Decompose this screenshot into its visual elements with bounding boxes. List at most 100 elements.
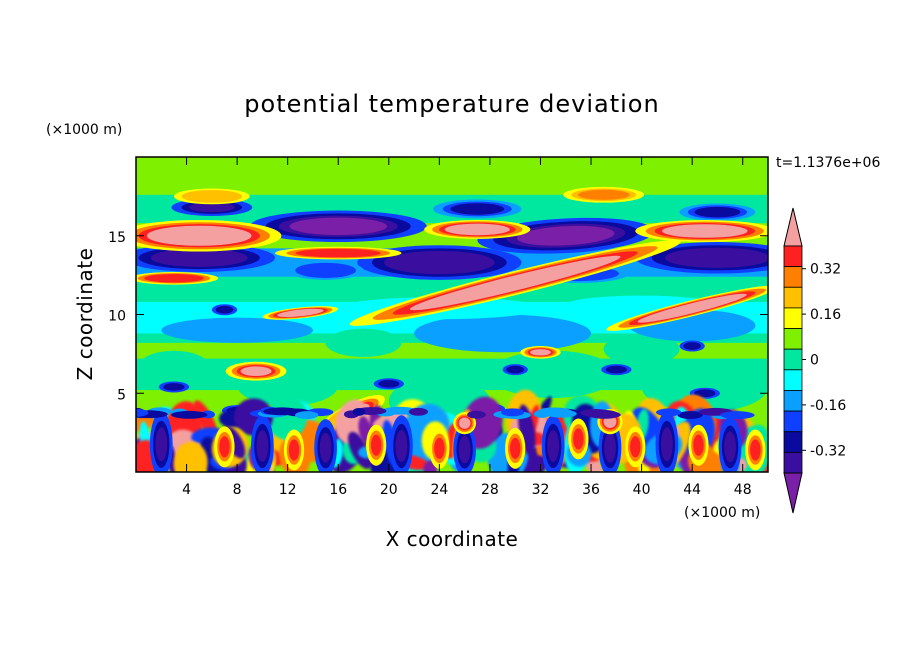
field-patch xyxy=(144,274,204,283)
colorbar-bottom-arrow xyxy=(783,472,803,514)
field-patch xyxy=(171,410,208,419)
field-patch xyxy=(414,314,592,353)
field-patch xyxy=(693,434,704,456)
field-patch xyxy=(189,202,235,213)
field-patch xyxy=(395,430,408,462)
field-patch xyxy=(517,225,615,246)
colorbar-swatch xyxy=(783,451,803,474)
field-patch xyxy=(683,342,702,350)
field-patch xyxy=(750,439,761,461)
field-patch xyxy=(641,361,768,413)
field-patch xyxy=(179,445,196,472)
field-patch xyxy=(181,190,243,203)
field-band xyxy=(136,157,768,195)
field-layers xyxy=(136,157,768,472)
field-patch xyxy=(146,225,252,246)
field-patch xyxy=(240,366,272,377)
field-patch xyxy=(603,333,680,365)
field-patch xyxy=(547,430,560,462)
field-patch xyxy=(295,248,381,258)
colorbar-swatch xyxy=(783,286,803,309)
field-patch xyxy=(656,408,682,417)
field-patch xyxy=(434,437,445,459)
field-patch xyxy=(215,305,234,314)
field-patch xyxy=(409,255,621,311)
y-axis-label: Z coordinate xyxy=(73,248,97,381)
colorbar-swatch xyxy=(783,307,803,329)
field-patch xyxy=(694,206,741,218)
colorbar-label: -0.16 xyxy=(810,398,846,414)
field-patch xyxy=(163,383,185,391)
field-patch xyxy=(408,407,428,416)
field-patch xyxy=(325,328,402,358)
colorbar-label: 0.16 xyxy=(810,307,841,323)
y-axis: 5 10 15 xyxy=(108,230,768,403)
y-tick-label: 5 xyxy=(117,387,126,403)
field-patch xyxy=(604,432,616,463)
field-patch xyxy=(630,436,641,458)
field-patch xyxy=(450,203,505,215)
y-tick-label: 15 xyxy=(108,230,126,246)
field-patch xyxy=(587,410,621,419)
field-patch xyxy=(277,308,324,318)
field-patch xyxy=(378,379,400,388)
x-unit-label: (×1000 m) xyxy=(684,505,760,521)
x-tick-label: 36 xyxy=(582,482,600,498)
field-patch xyxy=(289,217,388,235)
colorbar-label: 0 xyxy=(810,353,819,369)
field-patch xyxy=(500,408,525,417)
field-patch xyxy=(352,407,366,416)
x-tick-label: 20 xyxy=(380,482,398,498)
field-patch xyxy=(219,436,230,458)
colorbar-swatch xyxy=(783,328,803,350)
colorbar-swatch xyxy=(783,431,803,453)
field-patch xyxy=(136,408,149,417)
field-patch xyxy=(637,293,747,323)
x-axis-label: X coordinate xyxy=(386,527,519,551)
field-patch xyxy=(263,407,301,416)
plot-area xyxy=(136,157,768,472)
time-label: t=1.1376e+06 xyxy=(776,155,880,171)
field-patch xyxy=(467,410,486,419)
field-patch xyxy=(577,189,630,200)
x-tick-label: 48 xyxy=(734,482,752,498)
field-patch xyxy=(506,365,525,374)
field-patch xyxy=(136,350,212,389)
field-patch xyxy=(545,409,577,418)
colorbar: 0.32 0.16 0 -0.16 -0.32 xyxy=(783,207,846,514)
field-patch xyxy=(370,434,382,456)
colorbar-top-arrow xyxy=(783,207,803,247)
field-patch xyxy=(319,432,332,463)
chart-title: potential temperature deviation xyxy=(244,90,659,118)
field-patch xyxy=(458,435,471,464)
y-tick-label: 10 xyxy=(108,309,126,325)
colorbar-swatch xyxy=(783,369,803,391)
x-tick-label: 24 xyxy=(430,482,448,498)
field-patch xyxy=(530,349,551,356)
x-tick-label: 12 xyxy=(279,482,297,498)
x-tick-label: 16 xyxy=(329,482,347,498)
x-axis: 4 8 12 16 20 24 28 32 36 40 44 48 xyxy=(182,157,752,498)
x-tick-label: 44 xyxy=(683,482,701,498)
colorbar-swatch xyxy=(783,410,803,433)
colorbar-swatch xyxy=(783,245,803,268)
field-patch xyxy=(533,410,551,418)
field-patch xyxy=(720,411,755,420)
field-patch xyxy=(288,439,300,461)
colorbar-label: -0.32 xyxy=(810,443,846,459)
field-patch xyxy=(694,389,716,398)
field-patch xyxy=(573,428,584,450)
field-patch xyxy=(155,427,168,462)
field-patch xyxy=(489,350,617,398)
field-patch xyxy=(677,411,703,419)
field-patch xyxy=(724,431,736,463)
y-unit-label: (×1000 m) xyxy=(46,122,122,138)
field-patch xyxy=(509,437,521,459)
x-tick-label: 40 xyxy=(633,482,651,498)
colorbar-swatch xyxy=(783,348,803,371)
field-patch xyxy=(444,223,510,236)
field-patch xyxy=(384,250,495,275)
field-patch xyxy=(660,427,673,462)
x-tick-label: 28 xyxy=(481,482,499,498)
